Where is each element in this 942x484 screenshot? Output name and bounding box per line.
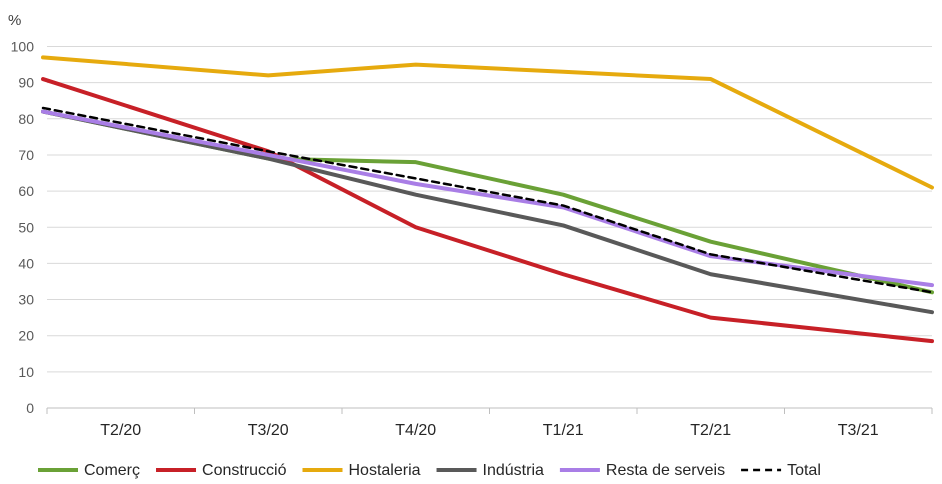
y-tick-label-50: 50: [18, 219, 34, 235]
y-tick-label-90: 90: [18, 75, 34, 91]
series-lines: [41, 55, 934, 344]
x-tick-label-T3-21: T3/21: [838, 422, 879, 439]
y-axis-unit-label: %: [8, 12, 21, 29]
y-tick-label-20: 20: [18, 328, 34, 344]
series-line-resta-de-serveis: [41, 109, 934, 288]
legend-label-total: Total: [787, 462, 821, 479]
y-tick-label-100: 100: [11, 39, 35, 55]
x-tick-label-T1-21: T1/21: [543, 422, 584, 439]
series-line-total: [41, 106, 934, 294]
legend: Comerç Construcció Hostaleria Indústria Rest…: [38, 462, 821, 479]
y-tick-label-0: 0: [26, 400, 34, 416]
series-line-construccio: [41, 77, 934, 344]
y-tick-label-10: 10: [18, 364, 34, 380]
series-line-industria: [41, 109, 934, 315]
legend-label-hostaleria: Hostaleria: [349, 462, 421, 479]
legend-label-construccio: Construcció: [202, 462, 287, 479]
x-axis: [46, 407, 933, 414]
x-tick-label-T3-20: T3/20: [248, 422, 289, 439]
gridlines: [47, 46, 932, 373]
y-tick-label-30: 30: [18, 292, 34, 308]
y-tick-label-70: 70: [18, 147, 34, 163]
x-tick-label-T2-20: T2/20: [100, 422, 141, 439]
legend-label-comerc: Comerç: [84, 462, 140, 479]
legend-label-resta-de-serveis: Resta de serveis: [606, 462, 725, 479]
y-axis-ticks: 0 10 20 30 40 50 60 70 80 90 100: [11, 39, 35, 417]
legend-label-industria: Indústria: [483, 462, 544, 479]
x-tick-label-T2-21: T2/21: [690, 422, 731, 439]
y-tick-label-40: 40: [18, 255, 34, 271]
x-tick-label-T4-20: T4/20: [395, 422, 436, 439]
y-tick-label-60: 60: [18, 183, 34, 199]
series-line-hostaleria: [41, 55, 934, 190]
x-axis-ticks: T2/20 T3/20 T4/20 T1/21 T2/21 T3/21: [100, 422, 879, 439]
y-tick-label-80: 80: [18, 111, 34, 127]
